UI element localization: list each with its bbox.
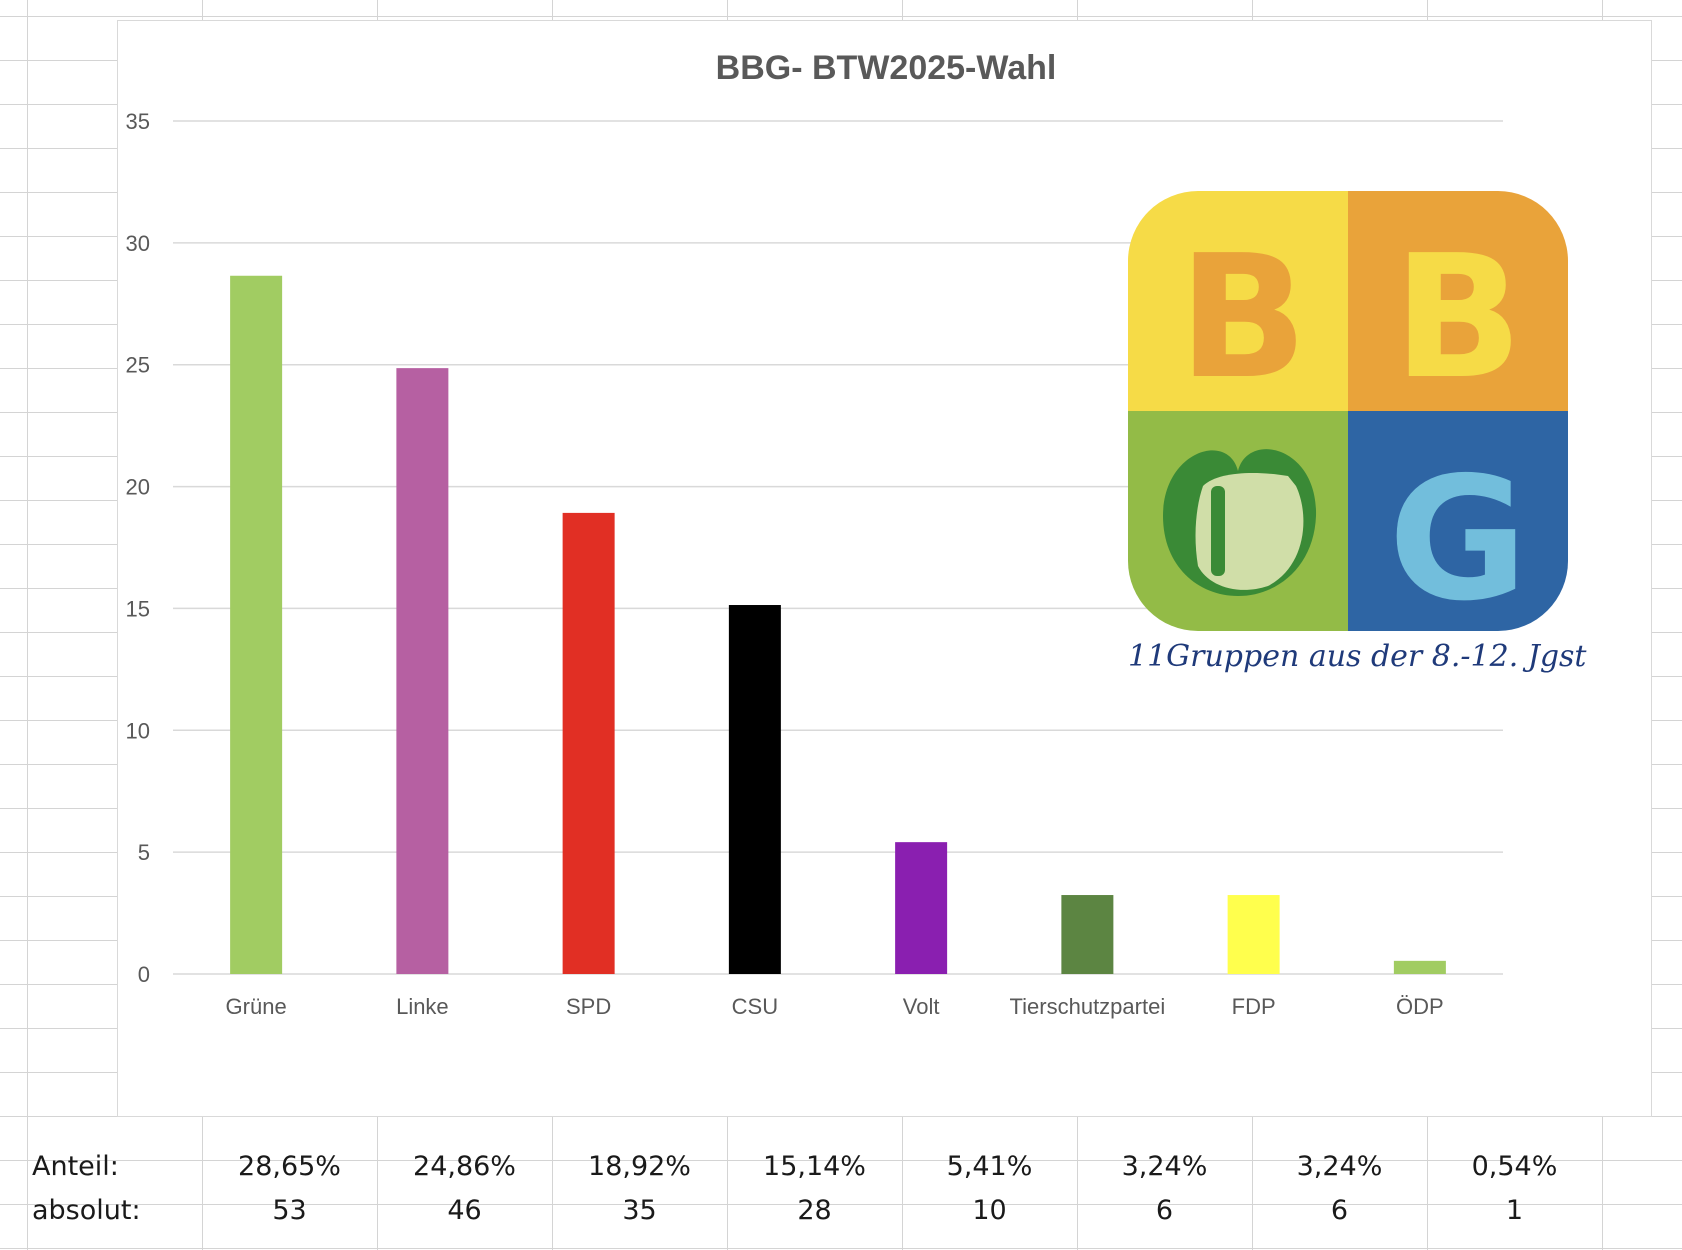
bbg-logo: B B G 11Gruppen aus der 8.-12. Jgst [1128, 191, 1587, 674]
table-cell: 6 [1330, 1195, 1349, 1226]
table-row-absolut: absolut: 53 46 35 28 10 6 6 1 [0, 1189, 1682, 1233]
table-cell: 28 [797, 1195, 832, 1226]
bar-1 [396, 368, 449, 974]
y-tick-label: 30 [126, 231, 150, 256]
table-cell: 28,65% [238, 1151, 341, 1182]
table-cell: 6 [1155, 1195, 1174, 1226]
chart-area: BBG- BTW2025-Wahl 0 5 10 15 20 25 30 35 Grüne Li… [117, 20, 1652, 1117]
table-cell: 0,54% [1471, 1151, 1558, 1182]
table-cell: 53 [272, 1195, 307, 1226]
logo-letter-b-right: B [1393, 219, 1523, 417]
x-tick-label: SPD [566, 994, 611, 1019]
y-tick-label: 0 [138, 962, 150, 987]
x-tick-label: ÖDP [1396, 994, 1444, 1019]
table-cell: 1 [1505, 1195, 1524, 1226]
y-tick-label: 5 [138, 840, 150, 865]
chart-svg: BBG- BTW2025-Wahl 0 5 10 15 20 25 30 35 Grüne Li… [126, 49, 1503, 1019]
table-cell: 10 [972, 1195, 1007, 1226]
chart-subtitle: 11Gruppen aus der 8.-12. Jgst [1128, 639, 1587, 674]
bar-2 [562, 512, 615, 974]
logo-figure-icon [1163, 449, 1317, 596]
x-tick-label: Linke [396, 994, 449, 1019]
bar-0 [230, 275, 283, 975]
table-row-anteil: Anteil: 28,65% 24,86% 18,92% 15,14% 5,41… [0, 1145, 1682, 1189]
bar-3 [728, 605, 781, 974]
bar-4 [895, 842, 948, 974]
y-tick-label: 15 [126, 596, 150, 621]
logo-letter-b-left: B [1178, 219, 1308, 417]
table-cell: 3,24% [1121, 1151, 1208, 1182]
y-tick-label: 10 [126, 718, 150, 743]
bar-5 [1061, 895, 1114, 974]
y-tick-label: 20 [126, 475, 150, 500]
bar-7 [1393, 960, 1446, 974]
bar-6 [1227, 895, 1280, 974]
table-cell: 5,41% [946, 1151, 1033, 1182]
table-cell: 35 [622, 1195, 657, 1226]
table-cell: 3,24% [1296, 1151, 1383, 1182]
x-tick-label: Volt [903, 994, 940, 1019]
table-cell: 46 [447, 1195, 482, 1226]
table-cell: 24,86% [413, 1151, 516, 1182]
y-tick-label: 25 [126, 353, 150, 378]
y-axis-ticks: 0 5 10 15 20 25 30 35 [126, 109, 150, 987]
x-axis-ticks: Grüne Linke SPD CSU Volt Tierschutzpartei FDP Ö… [226, 994, 1444, 1019]
x-tick-label: Grüne [226, 994, 287, 1019]
y-tick-label: 35 [126, 109, 150, 134]
x-tick-label: FDP [1232, 994, 1276, 1019]
table-cell: 15,14% [763, 1151, 866, 1182]
bars [230, 275, 1446, 975]
logo-letter-g: G [1388, 441, 1528, 639]
row-label-anteil: Anteil: [32, 1151, 119, 1182]
x-tick-label: CSU [732, 994, 778, 1019]
row-label-absolut: absolut: [32, 1195, 141, 1226]
chart-title: BBG- BTW2025-Wahl [716, 49, 1057, 87]
table-cell: 18,92% [588, 1151, 691, 1182]
x-tick-label: Tierschutzpartei [1010, 994, 1166, 1019]
